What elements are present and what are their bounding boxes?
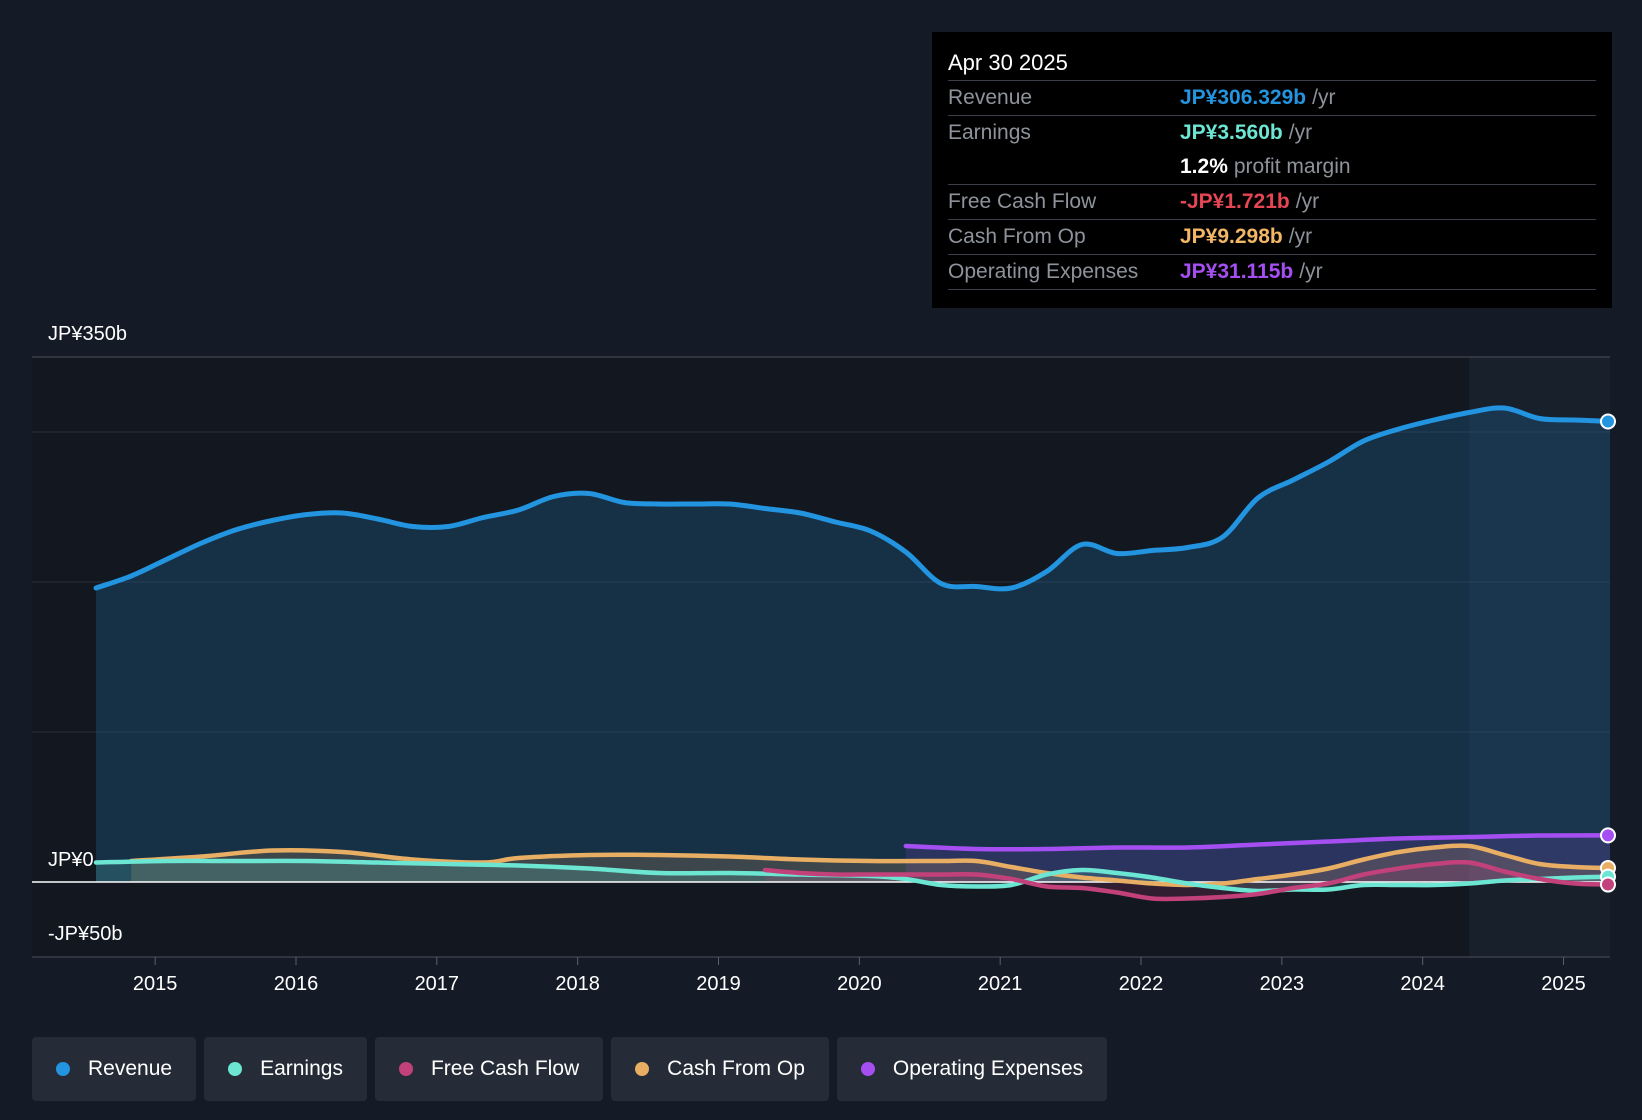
tooltip-date: Apr 30 2025 bbox=[948, 46, 1596, 81]
tooltip-row: Earnings JP¥3.560b/yr bbox=[948, 116, 1596, 150]
y-label-bottom: -JP¥50b bbox=[48, 923, 123, 945]
x-tick-label: 2025 bbox=[1541, 973, 1586, 995]
free-cash-flow-end-marker bbox=[1600, 876, 1616, 893]
tooltip-row: Operating Expenses JP¥31.115b/yr bbox=[948, 255, 1596, 290]
x-tick-label: 2021 bbox=[978, 973, 1023, 995]
legend: Revenue Earnings Free Cash Flow Cash From O… bbox=[32, 1037, 1108, 1101]
tooltip-row-unit: /yr bbox=[1299, 260, 1323, 283]
x-axis-ticks: 2015 2016 2017 2018 2019 2020 2021 2022 2023 2024… bbox=[133, 957, 1586, 995]
x-tick-label: 2018 bbox=[555, 973, 600, 995]
revenue-area bbox=[96, 407, 1610, 882]
legend-dot-icon bbox=[56, 1062, 70, 1076]
legend-item-cash-from-op[interactable]: Cash From Op bbox=[611, 1037, 829, 1101]
series-end-markers bbox=[1600, 413, 1616, 893]
x-tick-label: 2020 bbox=[837, 973, 882, 995]
legend-item-free-cash-flow[interactable]: Free Cash Flow bbox=[374, 1037, 604, 1101]
tooltip-row: Cash From Op JP¥9.298b/yr bbox=[948, 220, 1596, 255]
x-tick-label: 2023 bbox=[1260, 973, 1305, 995]
series-lines bbox=[93, 405, 1613, 902]
tooltip-row-value: JP¥31.115b bbox=[1180, 260, 1294, 283]
tooltip-row: 1.2% profit margin bbox=[948, 150, 1596, 185]
cash-from-op-area bbox=[131, 845, 1610, 885]
tooltip-row-value: 1.2% bbox=[1180, 155, 1228, 178]
tooltip-panel: Apr 30 2025 Revenue JP¥306.329b/yr Earning… bbox=[932, 32, 1612, 308]
legend-dot-icon bbox=[635, 1062, 650, 1076]
tooltip-row-value: JP¥306.329b bbox=[1180, 86, 1307, 109]
legend-item-revenue[interactable]: Revenue bbox=[32, 1037, 197, 1101]
legend-dot-icon bbox=[228, 1062, 243, 1076]
legend-label: Free Cash Flow bbox=[430, 1057, 580, 1080]
y-label-zero: JP¥0 bbox=[48, 849, 94, 871]
y-label-top: JP¥350b bbox=[48, 323, 127, 345]
legend-label: Operating Expenses bbox=[892, 1057, 1084, 1080]
tooltip-row-unit: /yr bbox=[1312, 86, 1336, 109]
tooltip-row-label: Earnings bbox=[948, 121, 1031, 144]
x-tick-label: 2019 bbox=[696, 973, 741, 995]
tooltip-row-unit: /yr bbox=[1295, 190, 1320, 213]
x-tick-label: 2016 bbox=[274, 973, 319, 995]
operating-expenses-end-marker bbox=[1600, 827, 1616, 844]
x-tick-label: 2015 bbox=[133, 973, 178, 995]
tooltip-row: Free Cash Flow -JP¥1.721b/yr bbox=[948, 185, 1596, 220]
plot-background bbox=[32, 357, 1610, 957]
tooltip-row-label bbox=[948, 150, 1180, 184]
legend-label: Earnings bbox=[260, 1057, 343, 1080]
tooltip-row-label: Free Cash Flow bbox=[948, 190, 1097, 213]
x-tick-label: 2024 bbox=[1400, 973, 1445, 995]
x-tick-label: 2022 bbox=[1119, 973, 1164, 995]
operating-expenses-line bbox=[903, 833, 1613, 852]
tooltip-row-value: JP¥3.560b bbox=[1180, 121, 1283, 144]
legend-dot-icon bbox=[398, 1062, 413, 1076]
tooltip-row: Revenue JP¥306.329b/yr bbox=[948, 81, 1596, 116]
tooltip-row-label: Revenue bbox=[948, 86, 1033, 109]
legend-item-operating-expenses[interactable]: Operating Expenses bbox=[836, 1037, 1108, 1101]
legend-item-earnings[interactable]: Earnings bbox=[204, 1037, 367, 1101]
tooltip-row-label: Operating Expenses bbox=[948, 260, 1139, 283]
legend-label: Revenue bbox=[88, 1057, 173, 1080]
legend-dot-icon bbox=[860, 1062, 875, 1076]
tooltip-row-label: Cash From Op bbox=[948, 225, 1086, 248]
legend-label: Cash From Op bbox=[667, 1057, 805, 1080]
tooltip-row-unit: profit margin bbox=[1233, 155, 1351, 178]
free-cash-flow-line bbox=[762, 859, 1613, 902]
tooltip-row-value: JP¥9.298b bbox=[1180, 225, 1283, 248]
free-cash-flow-area bbox=[764, 862, 1610, 900]
x-tick-label: 2017 bbox=[415, 973, 460, 995]
revenue-end-marker bbox=[1600, 413, 1616, 430]
tooltip-row-unit: /yr bbox=[1288, 225, 1313, 248]
revenue-line bbox=[93, 405, 1613, 592]
grid-lines bbox=[32, 356, 1610, 958]
tooltip-row-unit: /yr bbox=[1288, 121, 1313, 144]
recent-period-highlight bbox=[1469, 357, 1610, 957]
tooltip-row-value: -JP¥1.721b bbox=[1180, 190, 1290, 213]
